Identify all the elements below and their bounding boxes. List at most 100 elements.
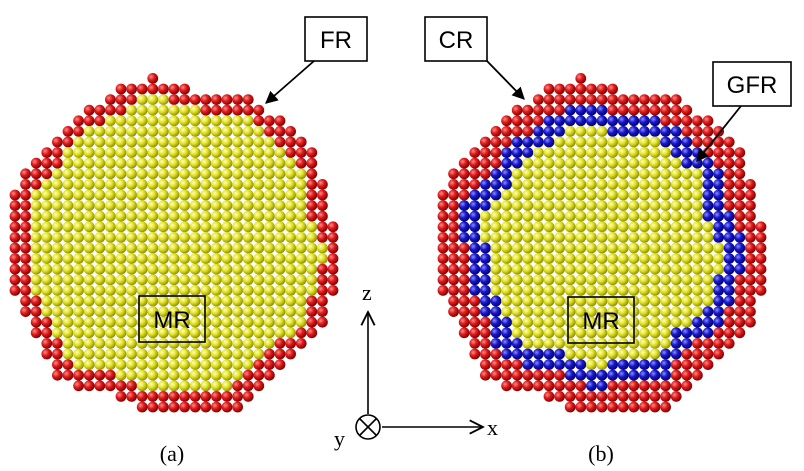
callout-gfr: GFR [696, 61, 792, 162]
panel-b-particle-yellow [607, 136, 618, 148]
panel-b-particle-blue [713, 316, 724, 328]
panel-b-particle-blue [670, 147, 682, 159]
panel-b-particle-blue [628, 369, 640, 381]
panel-b-particle-red [501, 369, 512, 381]
panel-a-particle-red [317, 221, 328, 233]
panel-a-particle-yellow [200, 200, 212, 212]
panel-b-particle-yellow [522, 295, 534, 307]
panel-a-particle-red [211, 94, 222, 105]
panel-b-particle-yellow [511, 168, 523, 180]
panel-a-particle-yellow [274, 285, 286, 296]
panel-b-particle-red [755, 242, 767, 254]
panel-b-particle-yellow [681, 253, 693, 264]
panel-a-particle-red [264, 359, 275, 370]
panel-b-particle-red [734, 147, 746, 159]
panel-a-particle-red [83, 104, 95, 116]
panel-a-particle-red [253, 115, 265, 127]
panel-a-particle-yellow [83, 359, 95, 370]
panel-a-particle-yellow [242, 179, 254, 190]
panel-b-particle-red [448, 200, 459, 212]
panel-a-particle-red [147, 391, 159, 402]
panel-b-particle-red [564, 83, 576, 95]
panel-a-particle-red [94, 115, 106, 127]
panel-b-particle-red [554, 83, 565, 95]
panel-b-particle-yellow [596, 316, 608, 328]
panel-a-particle-yellow [94, 327, 106, 339]
panel-b-particle-yellow [586, 210, 597, 222]
panel-b-particle-yellow [670, 179, 682, 190]
panel-a-particle-red [115, 83, 127, 95]
panel-a-particle-red [295, 157, 307, 169]
panel-a-particle-yellow [158, 189, 169, 201]
panel-a-particle-yellow [242, 168, 254, 180]
panel-a-particle-yellow [30, 221, 42, 233]
panel-b-particle-red [469, 306, 481, 317]
panel-a-particle-yellow [52, 232, 63, 243]
panel-a-particle-yellow [168, 253, 180, 264]
panel-a-particle-yellow [147, 242, 159, 254]
panel-a-particle-red [327, 242, 339, 254]
panel-b-particle-red [448, 263, 459, 275]
panel-b-particle-red [649, 94, 661, 105]
panel-a-particle-yellow [179, 327, 191, 339]
panel-a-particle-red [274, 359, 286, 370]
panel-a-particle-yellow [147, 369, 159, 381]
panel-a-particle-yellow [168, 380, 180, 392]
panel-b-particle-yellow [660, 338, 671, 349]
panel-b-particle-yellow [564, 147, 576, 159]
panel-a-particle-yellow [30, 242, 42, 254]
panel-b-particle-yellow [617, 221, 629, 233]
panel-a-particle-yellow [115, 179, 127, 190]
panel-b-particle-blue [554, 125, 565, 137]
panel-b-particle-yellow [511, 242, 523, 254]
panel-a-particle-yellow [189, 147, 201, 159]
panel-a-particle-yellow [221, 242, 233, 254]
panel-a-particle-yellow [73, 253, 84, 264]
panel-a-particle-yellow [274, 263, 286, 275]
panel-a-particle-yellow [211, 168, 222, 180]
panel-a-particle-red [20, 210, 31, 222]
panel-b-particle-yellow [522, 253, 534, 264]
panel-a-particle-yellow [62, 210, 74, 222]
panel-a-particle-yellow [158, 295, 169, 307]
x-axis-label: x [487, 415, 498, 440]
panel-a-particle-yellow [253, 136, 265, 148]
panel-a-particle-yellow [200, 338, 212, 349]
panel-a-particle-yellow [242, 157, 254, 169]
panel-b-particle-yellow [543, 200, 555, 212]
panel-b-particle-blue [480, 200, 491, 212]
panel-a-particle-yellow [295, 285, 307, 296]
panel-a-particle-red [41, 147, 53, 159]
panel-b-particle-yellow [501, 253, 512, 264]
panel-b-particle-red [448, 295, 459, 307]
panel-a-particle-yellow [232, 221, 244, 233]
panel-a-particle-yellow [264, 147, 275, 159]
panel-b-particle-blue [480, 189, 491, 201]
panel-a-particle-yellow [105, 168, 116, 180]
panel-a-particle-red [52, 369, 63, 381]
panel-b-particle-yellow [649, 232, 661, 243]
panel-a-particle-yellow [115, 136, 127, 148]
panel-b-particle-yellow [501, 285, 512, 296]
panel-a-particle-yellow [221, 232, 233, 243]
panel-a-particle-red [327, 285, 339, 296]
panel-a-particle-yellow [147, 157, 159, 169]
panel-a-particle-yellow [52, 285, 63, 296]
panel-a-particle-red [94, 104, 106, 116]
panel-a-particle-red [327, 274, 339, 286]
panel-a-particle-yellow [105, 295, 116, 307]
panel-b-particle-yellow [660, 221, 671, 233]
panel-a-particle-yellow [105, 136, 116, 148]
panel-a-particle-yellow [168, 104, 180, 116]
panel-a-particle-yellow [179, 253, 191, 264]
panel-b-particle-yellow [628, 263, 640, 275]
panel-a-particle-yellow [211, 232, 222, 243]
panel-b-particle-red [437, 189, 449, 201]
panel-b-particle-yellow [533, 285, 544, 296]
panel-a-particle-yellow [73, 285, 84, 296]
panel-b-particle-blue [501, 168, 512, 180]
panel-b-particle-yellow [639, 316, 650, 328]
panel-a-particle-yellow [232, 263, 244, 275]
panel-b-particle-yellow [586, 306, 597, 317]
panel-a-particle-yellow [83, 263, 95, 275]
